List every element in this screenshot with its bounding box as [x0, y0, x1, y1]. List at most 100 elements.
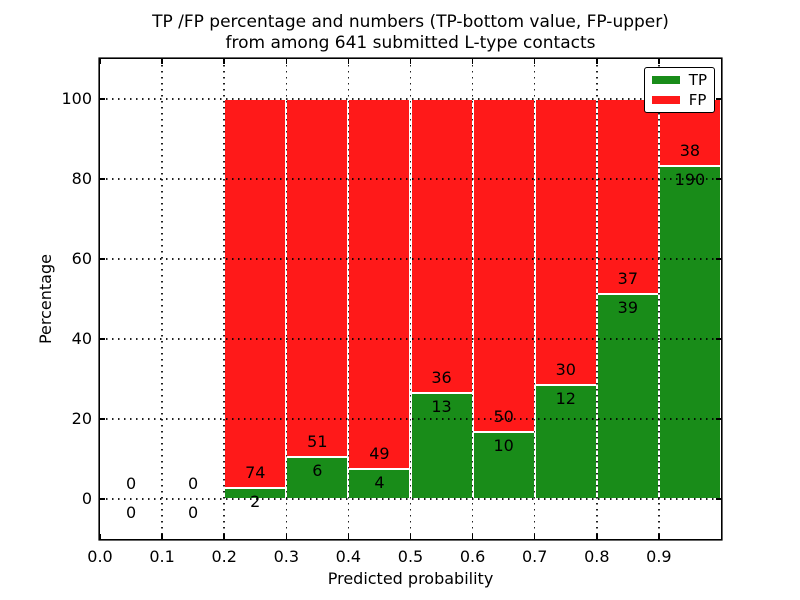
tp-count-label: 10 — [493, 436, 514, 456]
x-gridline — [161, 59, 163, 539]
chart-title-line2: from among 641 submitted L-type contacts — [225, 33, 596, 53]
x-gridline — [596, 59, 598, 539]
x-axis-label: Predicted probability — [327, 569, 494, 588]
y-tick-mark — [100, 338, 105, 340]
x-gridline — [223, 59, 225, 539]
chart-title-line1: TP /FP percentage and numbers (TP-bottom… — [152, 12, 669, 32]
bar-segment-tp — [534, 384, 597, 499]
x-tick-label: 0.2 — [211, 547, 237, 566]
x-tick-mark — [658, 534, 660, 539]
x-tick-mark — [223, 59, 225, 64]
y-tick-label: 20 — [71, 409, 92, 428]
x-gridline — [409, 59, 412, 539]
tp-count-label: 13 — [431, 396, 452, 416]
bar-segment-tp — [410, 392, 473, 499]
fp-legend-swatch — [651, 96, 680, 104]
fp-count-label: 36 — [431, 367, 452, 387]
x-tick-mark — [596, 59, 598, 64]
x-tick-label: 0.4 — [335, 547, 362, 566]
x-tick-label: 0.8 — [584, 547, 610, 566]
tp-count-label: 0 — [188, 503, 199, 522]
bar-segment-fp — [410, 99, 473, 393]
tp-count-label: 6 — [312, 460, 323, 480]
fp-count-label: 37 — [617, 268, 639, 288]
x-tick-mark — [285, 534, 288, 539]
x-tick-label: 0.1 — [149, 547, 175, 566]
y-tick-label: 80 — [71, 169, 92, 188]
bar-segment-fp — [348, 99, 411, 469]
tp-count-label: 0 — [125, 503, 137, 522]
y-tick-mark — [716, 178, 721, 180]
x-gridline — [471, 59, 474, 539]
x-tick-label: 0.6 — [459, 547, 486, 566]
bar-segment-fp — [224, 99, 287, 489]
fp-count-label: 74 — [245, 463, 266, 483]
x-gridline — [285, 59, 288, 539]
y-tick-mark — [100, 258, 105, 260]
x-tick-mark — [223, 534, 225, 539]
x-tick-label: 0.9 — [646, 547, 672, 566]
x-gridline — [658, 59, 660, 539]
tp-count-label: 12 — [555, 388, 576, 408]
x-tick-label: 0.0 — [87, 547, 113, 566]
plot-area: 0 0 0 0 74 2 51 6 49 4 36 13 50 10 30 12 37 39 38 190 TP FP — [99, 59, 721, 539]
x-tick-mark — [596, 534, 598, 539]
x-tick-mark — [533, 59, 536, 64]
x-tick-label: 0.3 — [273, 547, 300, 566]
tp-count-label: 190 — [674, 169, 706, 189]
bar-segment-fp — [596, 99, 659, 294]
y-tick-mark — [716, 338, 721, 340]
x-tick-mark — [658, 59, 660, 64]
tp-legend-swatch — [651, 76, 680, 84]
bar-segment-fp — [534, 99, 597, 385]
x-tick-mark — [161, 59, 163, 64]
x-tick-mark — [409, 534, 412, 539]
x-gridline — [347, 59, 350, 539]
fp-legend-label: FP — [688, 91, 707, 109]
fp-count-label: 50 — [493, 407, 514, 427]
fp-count-label: 51 — [307, 431, 328, 451]
x-tick-mark — [347, 534, 350, 539]
x-tick-mark — [471, 59, 474, 64]
x-tick-mark — [285, 59, 288, 64]
fp-count-label: 0 — [188, 474, 199, 493]
x-tick-mark — [99, 59, 101, 64]
y-tick-mark — [100, 98, 105, 100]
y-tick-mark — [716, 418, 721, 420]
y-tick-label: 100 — [61, 89, 92, 108]
x-tick-label: 0.7 — [521, 547, 548, 566]
y-tick-label: 60 — [71, 249, 92, 268]
x-tick-mark — [533, 534, 536, 539]
fp-count-label: 38 — [679, 140, 701, 160]
x-tick-mark — [161, 534, 163, 539]
x-gridline — [533, 59, 536, 539]
y-tick-mark — [716, 498, 721, 500]
x-tick-mark — [409, 59, 412, 64]
bar-segment-tp — [472, 432, 535, 499]
fp-count-label: 0 — [125, 474, 137, 493]
tp-count-label: 2 — [250, 492, 261, 512]
fp-count-label: 49 — [369, 443, 390, 463]
legend-entry-fp: FP — [651, 90, 707, 110]
tp-count-label: 4 — [374, 472, 385, 492]
bar-segment-fp — [472, 99, 535, 433]
y-tick-label: 0 — [81, 489, 92, 508]
x-tick-label: 0.5 — [397, 547, 424, 566]
legend: TP FP — [643, 67, 715, 113]
y-tick-mark — [716, 258, 721, 260]
fp-count-label: 30 — [555, 359, 576, 379]
legend-entry-tp: TP — [651, 70, 707, 90]
y-tick-mark — [100, 178, 105, 180]
tp-legend-label: TP — [688, 71, 707, 89]
tp-count-label: 39 — [617, 297, 639, 317]
y-axis-label: Percentage — [36, 254, 55, 345]
chart-title: TP /FP percentage and numbers (TP-bottom… — [100, 12, 721, 54]
y-tick-mark — [716, 98, 721, 100]
bar-segment-tp — [596, 293, 659, 499]
bar-segment-fp — [286, 99, 349, 457]
x-tick-mark — [471, 534, 474, 539]
x-tick-mark — [347, 59, 350, 64]
x-tick-mark — [99, 534, 101, 539]
y-tick-mark — [100, 418, 105, 420]
